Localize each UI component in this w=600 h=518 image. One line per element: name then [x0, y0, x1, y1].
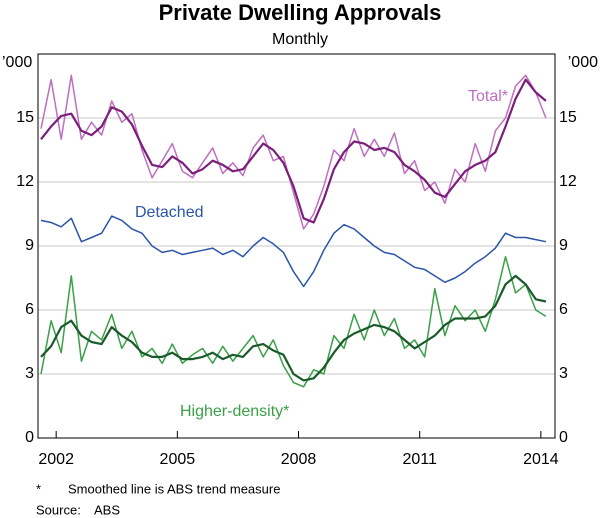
footnote-marker: *: [36, 481, 41, 496]
series-label: Detached: [135, 204, 204, 221]
y-tick-label-right: 3: [559, 365, 568, 382]
series-line: [40, 255, 547, 388]
x-tick-label: 2008: [281, 451, 317, 468]
y-tick-label-left: 6: [25, 301, 34, 318]
x-tick-label: 2011: [402, 451, 437, 468]
y-tick-label-right: 9: [559, 237, 568, 254]
trend-line: [40, 274, 547, 382]
y-tick-label-right: 6: [559, 301, 568, 318]
series-line: [40, 74, 547, 230]
series-label: Total*: [468, 88, 508, 105]
series-line: [40, 215, 547, 288]
x-tick-label: 2014: [523, 451, 559, 468]
chart-title: Private Dwelling Approvals: [159, 0, 442, 25]
y-tick-label-right: 12: [559, 173, 577, 190]
y-tick-label-left: 0: [25, 429, 34, 446]
x-tick-label: 2005: [160, 451, 196, 468]
x-tick-label: 2002: [38, 451, 74, 468]
plot-frame: [37, 53, 556, 439]
trend-line: [40, 78, 547, 224]
y-tick-label-left: 12: [16, 173, 34, 190]
y-unit-right: ’000: [568, 54, 598, 71]
source-text: ABS: [94, 502, 120, 517]
y-tick-label-left: 15: [16, 109, 34, 126]
y-unit-left: ’000: [2, 54, 32, 71]
chart-subtitle: Monthly: [272, 31, 328, 48]
y-tick-label-right: 0: [559, 429, 568, 446]
source-label: Source:: [36, 502, 81, 517]
y-tick-label-left: 9: [25, 237, 34, 254]
y-tick-label-left: 3: [25, 365, 34, 382]
footnote-text: Smoothed line is ABS trend measure: [68, 481, 280, 496]
series-label: Higher-density*: [180, 403, 289, 420]
y-tick-label-right: 15: [559, 109, 577, 126]
